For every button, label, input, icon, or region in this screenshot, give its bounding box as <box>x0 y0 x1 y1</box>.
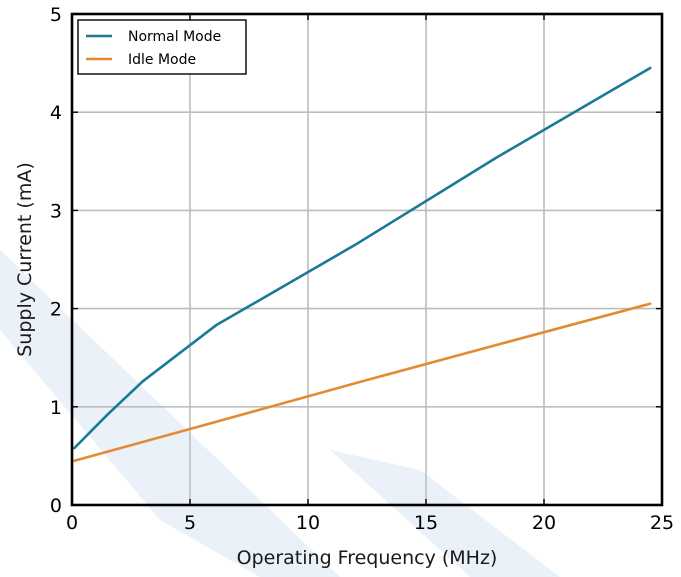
series-line-idle-mode <box>73 302 652 463</box>
background-watermark <box>0 250 560 577</box>
grid <box>72 14 662 505</box>
legend-label-idle-mode: Idle Mode <box>128 52 196 68</box>
x-tick-label: 10 <box>296 512 320 534</box>
series-layer <box>73 66 652 463</box>
series-line-normal-mode <box>73 66 652 450</box>
y-tick-label: 3 <box>50 200 62 222</box>
legend-label-normal-mode: Normal Mode <box>128 29 221 45</box>
x-tick-label: 20 <box>532 512 556 534</box>
y-tick-label: 4 <box>50 102 62 124</box>
x-tick-label: 5 <box>184 512 196 534</box>
x-tick-labels: 0 5 10 15 20 25 <box>66 512 674 534</box>
x-tick-label: 0 <box>66 512 78 534</box>
y-tick-label: 0 <box>50 495 62 517</box>
legend: Normal Mode Idle Mode <box>77 19 247 75</box>
legend-box <box>77 19 247 75</box>
y-tick-label: 1 <box>50 397 62 419</box>
x-tick-label: 15 <box>414 512 438 534</box>
y-tick-label: 5 <box>50 4 62 26</box>
y-tick-label: 2 <box>50 299 62 321</box>
y-tick-labels: 0 1 2 3 4 5 <box>50 4 62 517</box>
x-tick-label: 25 <box>650 512 674 534</box>
y-axis-title: Supply Current (mA) <box>14 162 36 357</box>
ticks <box>71 13 663 506</box>
plot-area <box>70 12 664 507</box>
x-axis-title: Operating Frequency (MHz) <box>237 547 498 569</box>
